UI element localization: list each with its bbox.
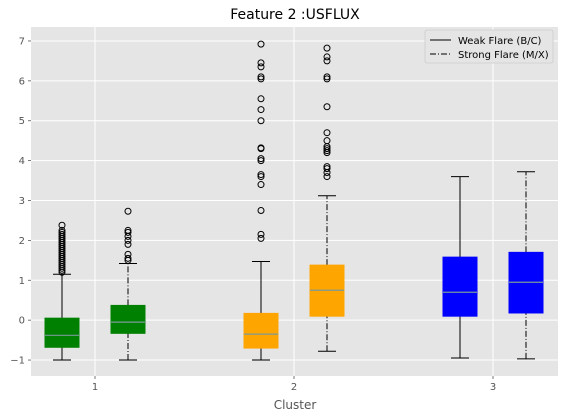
box-1-weak-outlier-19 bbox=[58, 230, 66, 238]
box-2-strong-outlier-15 bbox=[323, 44, 331, 52]
y-tick-label-0: −1 bbox=[10, 356, 25, 367]
box-2-weak-box bbox=[243, 312, 279, 349]
y-tick-label-8: 7 bbox=[19, 36, 25, 47]
box-2-strong-outlier-2 bbox=[323, 165, 331, 173]
y-ticks: −1 0 1 2 3 4 5 6 7 bbox=[10, 36, 31, 367]
y-tick-label-4: 3 bbox=[19, 196, 25, 207]
box-2-weak-outlier-12 bbox=[257, 95, 265, 103]
box-2-weak-outlier-2 bbox=[257, 206, 265, 214]
box-1-strong-outlier-4 bbox=[124, 236, 132, 244]
x-tick-label-0: 1 bbox=[92, 382, 98, 393]
box-2-weak-outlier-17 bbox=[257, 40, 265, 48]
box-1-strong-outlier-2 bbox=[124, 250, 132, 258]
box-2-weak-outlier-6 bbox=[257, 157, 265, 165]
box-2-weak-outlier-0 bbox=[257, 234, 265, 242]
box-2-weak-outlier-3 bbox=[257, 181, 265, 189]
box-1-weak-box bbox=[44, 317, 80, 348]
box-2-strong-outlier-14 bbox=[323, 53, 331, 61]
box-2-strong-outlier-9 bbox=[323, 129, 331, 137]
box-2-strong-outlier-5 bbox=[323, 147, 331, 155]
box-2-strong-outlier-8 bbox=[323, 137, 331, 145]
box-2-strong-outlier-12 bbox=[323, 73, 331, 81]
box-2-weak-outlier-14 bbox=[257, 73, 265, 81]
boxes bbox=[44, 40, 544, 361]
box-2-strong-outlier-13 bbox=[323, 57, 331, 65]
box-1-strong-outlier-3 bbox=[124, 240, 132, 248]
legend-label-weak: Weak Flare (B/C) bbox=[458, 36, 542, 47]
legend-box bbox=[424, 29, 554, 64]
box-2-strong-outlier-11 bbox=[323, 75, 331, 83]
box-2-weak-outlier-16 bbox=[257, 59, 265, 67]
x-ticks: 1 2 3 bbox=[92, 376, 496, 393]
box-2-strong-outlier-3 bbox=[323, 163, 331, 171]
box-2-strong-outlier-0 bbox=[323, 173, 331, 181]
box-3-weak-box bbox=[442, 256, 478, 317]
legend: Weak Flare (B/C) Strong Flare (M/X) bbox=[424, 29, 554, 64]
y-tick-label-2: 1 bbox=[19, 276, 25, 287]
chart-title: Feature 2 :USFLUX bbox=[230, 7, 360, 23]
y-tick-label-7: 6 bbox=[19, 76, 25, 87]
box-2-weak-outlier-4 bbox=[257, 173, 265, 181]
box-2-strong-outlier-6 bbox=[323, 145, 331, 153]
box-1-strong-outlier-7 bbox=[124, 226, 132, 234]
box-2-weak-outlier-15 bbox=[257, 63, 265, 71]
box-1-weak-outlier-20 bbox=[58, 228, 66, 236]
box-2-weak-outlier-1 bbox=[257, 230, 265, 238]
x-axis-label: Cluster bbox=[274, 398, 317, 412]
box-1-strong-outlier-8 bbox=[124, 207, 132, 215]
box-2-weak-outlier-11 bbox=[257, 106, 265, 114]
box-2-weak-outlier-13 bbox=[257, 75, 265, 83]
box-1-strong-box bbox=[110, 304, 146, 334]
box-2-strong-outlier-10 bbox=[323, 103, 331, 111]
y-tick-label-6: 5 bbox=[19, 116, 25, 127]
legend-label-strong: Strong Flare (M/X) bbox=[458, 50, 549, 61]
x-tick-label-2: 3 bbox=[490, 382, 496, 393]
y-tick-label-1: 0 bbox=[19, 316, 25, 327]
box-2-weak-outlier-10 bbox=[257, 117, 265, 125]
box-1-weak-outlier-21 bbox=[58, 226, 66, 234]
box-2-weak-outlier-5 bbox=[257, 171, 265, 179]
box-2-weak-outlier-9 bbox=[257, 144, 265, 152]
box-1-weak-outlier-22 bbox=[58, 221, 66, 229]
y-tick-label-3: 2 bbox=[19, 236, 25, 247]
box-2-weak-outlier-7 bbox=[257, 155, 265, 163]
box-1-strong-outlier-1 bbox=[124, 254, 132, 262]
y-tick-label-5: 4 bbox=[19, 156, 25, 167]
x-tick-label-1: 2 bbox=[291, 382, 297, 393]
grid bbox=[31, 27, 558, 376]
box-1-strong-outlier-6 bbox=[124, 228, 132, 236]
